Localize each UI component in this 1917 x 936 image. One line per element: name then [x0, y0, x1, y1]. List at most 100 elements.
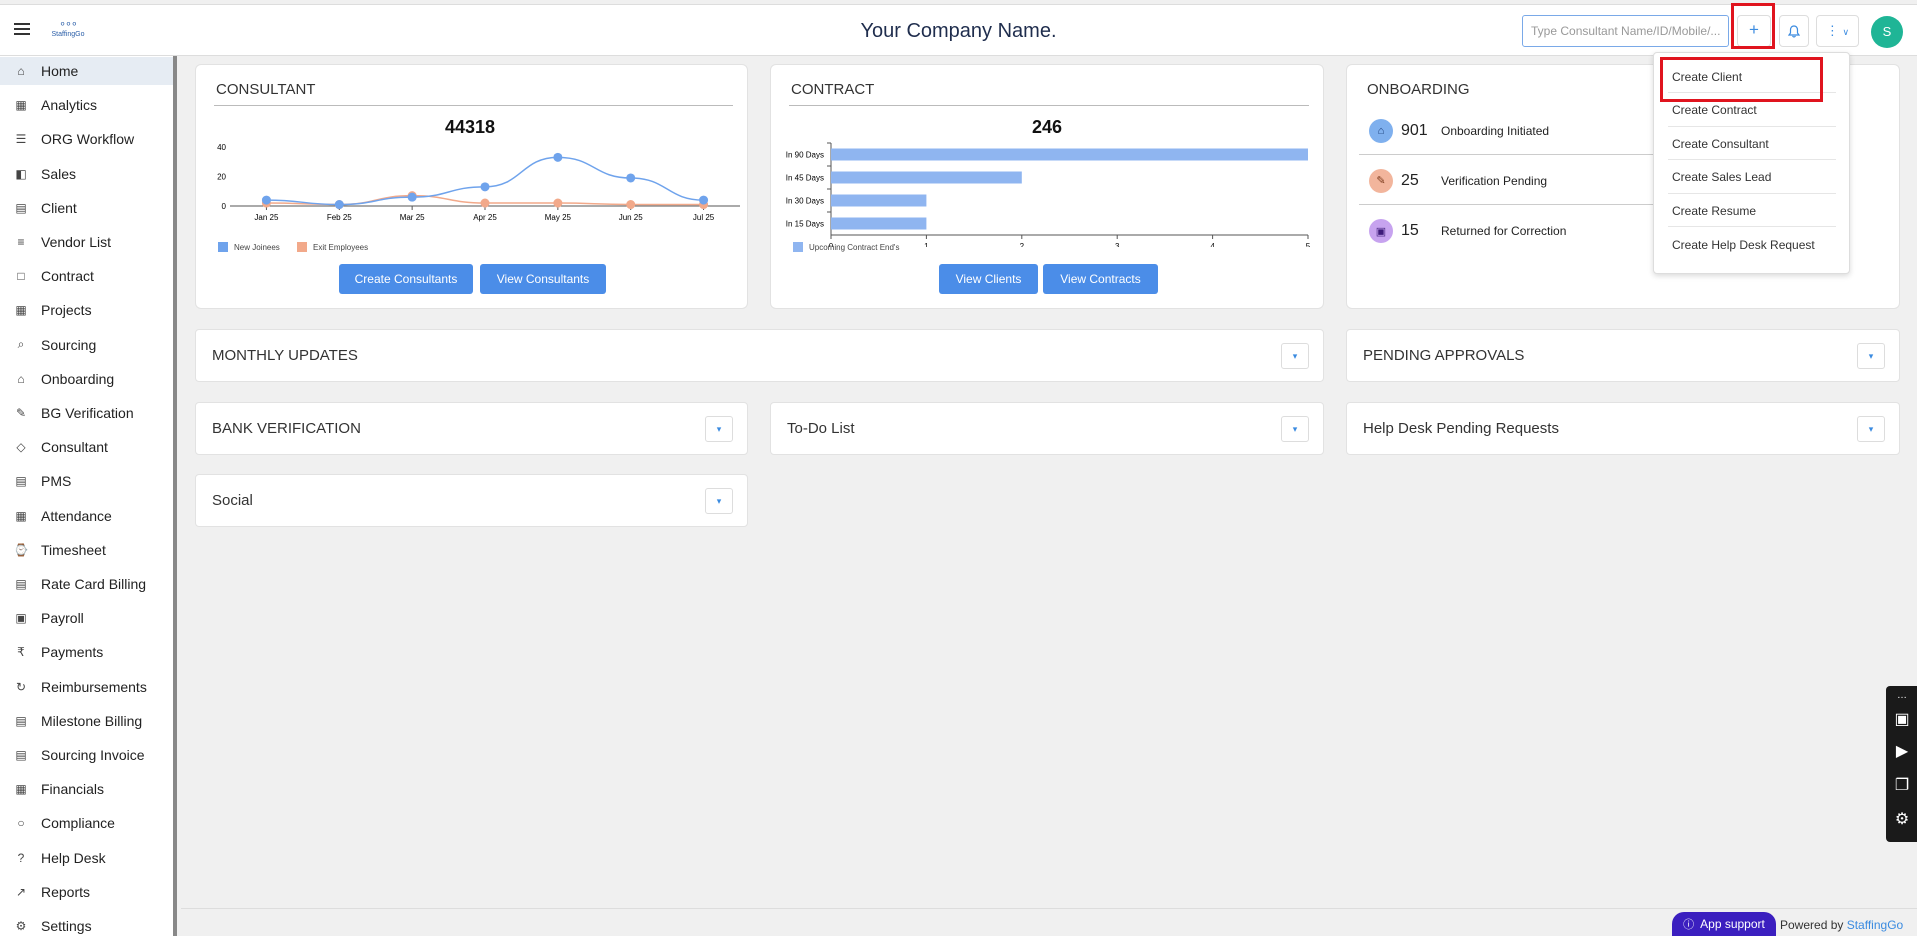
series-1-point-5[interactable] [626, 200, 636, 210]
compliance-icon: ○ [17, 816, 25, 831]
notifications-button[interactable] [1779, 15, 1809, 47]
monthly-updates-expand-button[interactable]: ▾ [1281, 343, 1309, 369]
menu-item-create-help-desk-request[interactable]: Create Help Desk Request [1672, 238, 1815, 252]
staffinggo-logo[interactable]: ∘∘∘ StaffingGo [51, 18, 85, 39]
menu-item-create-contract[interactable]: Create Contract [1668, 95, 1836, 127]
social-expand-button[interactable]: ▾ [705, 488, 733, 514]
bar-1[interactable] [831, 171, 1022, 184]
menu-item-create-consultant[interactable]: Create Consultant [1668, 128, 1836, 161]
x-tick-label: 1 [924, 242, 929, 247]
social-panel: Social ▾ [195, 474, 748, 527]
contract-icon: □ [17, 269, 25, 284]
view-clients-button[interactable]: View Clients [939, 264, 1038, 294]
home-icon: ⌂ [17, 64, 25, 78]
sidebar-item-rate-card-billing[interactable]: ▤ Rate Card Billing [0, 570, 173, 598]
series-1-point-4[interactable] [553, 198, 563, 208]
menu-item-create-client[interactable]: Create Client [1668, 61, 1836, 93]
contract-bar-chart: In 90 Days In 45 Days In 30 Days In 15 Days… [786, 142, 1311, 247]
sidebar-item-attendance[interactable]: ▦ Attendance [0, 502, 173, 530]
sidebar-item-label: Reimbursements [41, 678, 147, 695]
x-tick-label: 2 [1020, 242, 1025, 247]
sidebar-item-label: Help Desk [41, 849, 106, 866]
gear-icon[interactable]: ⚙ [1894, 811, 1910, 828]
sidebar-item-payments[interactable]: ₹ Payments [0, 638, 173, 666]
more-options-button[interactable]: ⋮ ∨ [1816, 15, 1859, 47]
series-0-point-6[interactable] [699, 195, 709, 205]
series-0-point-1[interactable] [334, 200, 344, 210]
consultant-card-title: CONSULTANT [216, 81, 316, 98]
onboarding-initiated-row[interactable]: ⌂ 901 Onboarding Initiated [1359, 107, 1704, 155]
sidebar-item-label: Payments [41, 644, 104, 661]
workflow-icon: ☰ [15, 132, 27, 147]
sidebar-item-reports[interactable]: ↗ Reports [0, 878, 173, 906]
payroll-icon: ▣ [15, 611, 27, 626]
todo-list-panel: To-Do List ▾ [770, 402, 1324, 455]
sidebar-item-label: Payroll [41, 610, 84, 627]
sidebar-item-payroll[interactable]: ▣ Payroll [0, 604, 173, 632]
bar-0[interactable] [831, 148, 1308, 161]
helpdesk-pending-expand-button[interactable]: ▾ [1857, 416, 1885, 442]
sidebar-item-compliance[interactable]: ○ Compliance [0, 809, 173, 837]
app-support-button[interactable]: ⓘ App support [1672, 912, 1776, 936]
sidebar-item-sourcing[interactable]: ⌕ Sourcing [0, 331, 173, 359]
sidebar-item-home[interactable]: ⌂ Home [0, 57, 173, 85]
link-more-icon[interactable]: … [1897, 690, 1907, 701]
sidebar-item-settings[interactable]: ⚙ Settings [0, 912, 173, 936]
consultant-total: 44318 [445, 117, 496, 137]
series-0-point-0[interactable] [261, 195, 271, 205]
todo-list-expand-button[interactable]: ▾ [1281, 416, 1309, 442]
sidebar-item-help-desk[interactable]: ? Help Desk [0, 844, 173, 872]
sidebar-item-timesheet[interactable]: ⌚ Timesheet [0, 536, 173, 564]
menu-item-create-sales-lead[interactable]: Create Sales Lead [1668, 162, 1836, 194]
series-0-point-3[interactable] [480, 182, 490, 192]
verification-pending-row[interactable]: ✎ 25 Verification Pending [1359, 157, 1704, 205]
series-1-point-3[interactable] [480, 198, 490, 208]
sidebar-item-label: ORG Workflow [41, 131, 135, 148]
x-tick-label: Feb 25 [327, 213, 352, 222]
sidebar-item-sourcing-invoice[interactable]: ▤ Sourcing Invoice [0, 741, 173, 769]
bar-2[interactable] [831, 194, 927, 207]
sidebar-item-label: Settings [41, 918, 92, 934]
view-consultants-button[interactable]: View Consultants [480, 264, 606, 294]
sidebar-item-reimbursements[interactable]: ↻ Reimbursements [0, 673, 173, 701]
pending-approvals-expand-button[interactable]: ▾ [1857, 343, 1885, 369]
view-contracts-button[interactable]: View Contracts [1043, 264, 1158, 294]
sidebar-item-consultant[interactable]: ◇ Consultant [0, 433, 173, 461]
monthly-updates-panel: MONTHLY UPDATES ▾ [195, 329, 1324, 382]
milestone-icon: ▤ [15, 713, 27, 728]
sidebar-item-milestone-billing[interactable]: ▤ Milestone Billing [0, 707, 173, 735]
legend-exit-employees: Exit Employees [297, 242, 368, 252]
sidebar-item-client[interactable]: ▤ Client [0, 194, 173, 222]
user-avatar[interactable]: S [1871, 16, 1903, 48]
sidebar-item-contract[interactable]: □ Contract [0, 262, 173, 290]
sidebar-item-pms[interactable]: ▤ PMS [0, 467, 173, 495]
sidebar-item-onboarding[interactable]: ⌂ Onboarding [0, 365, 173, 393]
floating-toolbar: … ▣ ▶ ❐ ⚙ [1886, 686, 1917, 842]
sidebar-item-sales[interactable]: ◧ Sales [0, 160, 173, 188]
sidebar-item-bg-verification[interactable]: ✎ BG Verification [0, 399, 173, 427]
bank-verification-panel: BANK VERIFICATION ▾ [195, 402, 748, 455]
series-0-point-5[interactable] [626, 173, 636, 183]
staffinggo-link[interactable]: StaffingGo [1846, 918, 1904, 932]
sidebar-item-analytics[interactable]: ▦ Analytics [0, 91, 173, 119]
sidebar-item-financials[interactable]: ▦ Financials [0, 775, 173, 803]
sidebar-item-vendor-list[interactable]: ≡ Vendor List [0, 228, 173, 256]
calendar-icon: ▦ [15, 508, 27, 523]
highlight-create-client [1660, 57, 1823, 102]
bar-3[interactable] [831, 217, 927, 230]
screen-icon[interactable]: ❐ [1894, 777, 1910, 794]
search-input[interactable] [1522, 15, 1729, 47]
sidebar-item-label: Consultant [41, 439, 108, 456]
sidebar-item-org-workflow[interactable]: ☰ ORG Workflow [0, 125, 173, 153]
series-0-point-4[interactable] [553, 152, 563, 162]
sidebar-item-projects[interactable]: ▦ Projects [0, 296, 173, 324]
menu-item-create-resume[interactable]: Create Resume [1668, 195, 1836, 228]
hamburger-menu-icon[interactable] [14, 23, 30, 35]
returned-for-correction-row[interactable]: ▣ 15 Returned for Correction [1359, 207, 1704, 255]
video-icon[interactable]: ▶ [1895, 743, 1909, 760]
camera-icon[interactable]: ▣ [1894, 711, 1910, 728]
bank-verification-expand-button[interactable]: ▾ [705, 416, 733, 442]
create-consultants-button[interactable]: Create Consultants [339, 264, 473, 294]
help-circle-icon: ⓘ [1683, 919, 1695, 931]
series-0-point-2[interactable] [407, 192, 417, 202]
